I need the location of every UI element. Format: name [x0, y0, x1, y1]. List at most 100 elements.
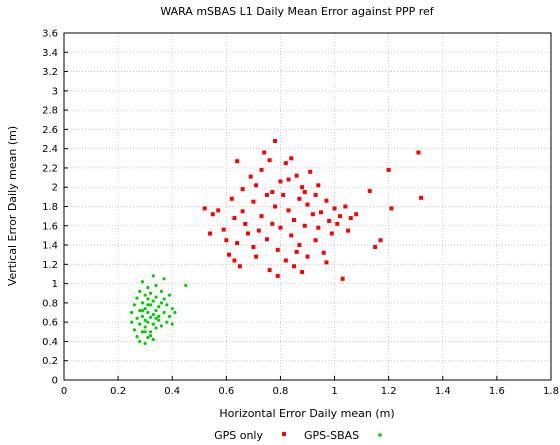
data-point — [227, 252, 232, 257]
data-point — [170, 322, 174, 326]
data-point — [319, 210, 324, 215]
data-point — [281, 192, 286, 197]
data-point — [140, 330, 145, 334]
data-point — [132, 303, 136, 307]
data-point — [216, 208, 221, 213]
y-tick-label: 2.8 — [42, 106, 58, 117]
data-point — [240, 209, 245, 214]
data-point — [138, 339, 142, 344]
data-point — [278, 225, 283, 230]
data-point — [148, 303, 153, 307]
data-point — [162, 310, 166, 315]
legend-label-gps-only: GPS only — [214, 429, 263, 442]
y-tick-label: 3 — [52, 86, 58, 97]
data-point — [151, 337, 155, 342]
data-point — [170, 307, 174, 311]
data-point — [146, 320, 150, 324]
data-point — [229, 196, 234, 201]
y-tick-label: 1.2 — [42, 260, 58, 271]
data-point — [173, 310, 177, 315]
data-point — [135, 316, 139, 320]
data-point — [254, 254, 259, 259]
data-point — [278, 179, 283, 184]
data-point — [337, 214, 342, 219]
data-point — [154, 295, 158, 299]
data-point — [138, 309, 142, 313]
y-tick-label: 0.6 — [42, 318, 58, 329]
data-point — [132, 328, 136, 332]
data-point — [267, 158, 272, 163]
data-point — [143, 325, 147, 329]
data-point — [146, 285, 150, 290]
data-point — [146, 310, 150, 315]
data-point — [143, 341, 147, 345]
data-point — [165, 303, 169, 307]
x-tick-label: 0.2 — [110, 386, 126, 397]
x-tick-label: 1.2 — [381, 386, 397, 397]
data-point — [289, 233, 294, 238]
x-tick-label: 1.8 — [543, 386, 559, 397]
y-tick-label: 3.4 — [42, 48, 58, 59]
series-gps-sbas — [130, 274, 188, 345]
data-point — [289, 156, 294, 161]
data-point — [324, 198, 329, 203]
data-point — [416, 150, 421, 155]
data-point — [335, 221, 340, 226]
data-point — [146, 297, 150, 301]
data-point — [297, 243, 302, 248]
data-point — [300, 185, 305, 190]
data-point — [302, 190, 307, 195]
data-point — [148, 315, 153, 319]
y-tick-label: 2.6 — [42, 125, 58, 136]
data-point — [148, 334, 153, 338]
data-points — [130, 138, 424, 345]
data-point — [146, 335, 150, 340]
data-point — [130, 320, 134, 324]
y-tick-label: 0.4 — [42, 337, 58, 348]
data-point — [235, 159, 240, 164]
data-point — [148, 291, 153, 295]
data-point — [151, 274, 155, 278]
data-point — [275, 247, 280, 252]
data-point — [140, 280, 145, 284]
data-point — [143, 330, 147, 334]
data-point — [283, 258, 288, 263]
x-tick-label: 1.6 — [489, 386, 505, 397]
data-point — [340, 276, 345, 281]
data-point — [157, 314, 161, 318]
data-point — [210, 212, 215, 217]
data-point — [343, 204, 348, 209]
data-point — [138, 322, 142, 326]
data-point — [251, 199, 256, 204]
data-point — [275, 273, 280, 278]
data-point — [167, 293, 172, 297]
data-point — [224, 238, 229, 243]
data-point — [324, 260, 329, 265]
data-point — [354, 212, 359, 217]
data-point — [154, 316, 158, 320]
x-tick-label: 1 — [331, 386, 337, 397]
data-point — [327, 218, 332, 223]
data-point — [329, 231, 334, 236]
data-point — [286, 208, 291, 213]
data-point — [267, 268, 272, 273]
x-tick-label: 0 — [61, 386, 67, 397]
data-point — [245, 231, 250, 236]
x-tick-label: 0.6 — [218, 386, 234, 397]
x-tick-label: 0.8 — [272, 386, 288, 397]
data-point — [256, 228, 261, 233]
data-point — [237, 264, 242, 269]
data-point — [386, 167, 391, 172]
data-point — [316, 225, 321, 230]
y-tick-label: 0.8 — [42, 298, 58, 309]
data-point — [419, 195, 424, 200]
data-point — [221, 227, 226, 232]
data-point — [154, 283, 158, 288]
data-point — [294, 173, 299, 178]
data-point — [367, 189, 372, 194]
data-point — [273, 138, 278, 143]
data-point — [270, 190, 275, 195]
data-point — [348, 216, 353, 221]
y-tick-label: 3.6 — [42, 29, 58, 40]
y-tick-label: 3.2 — [42, 67, 58, 78]
